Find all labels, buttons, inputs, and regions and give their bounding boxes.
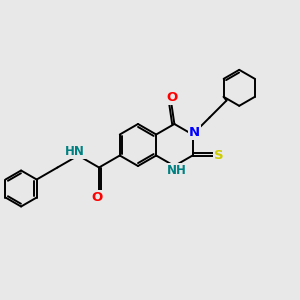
- Text: N: N: [189, 126, 200, 139]
- Text: HN: HN: [65, 145, 85, 158]
- Text: S: S: [214, 149, 224, 162]
- Text: O: O: [167, 91, 178, 104]
- Text: O: O: [92, 191, 103, 204]
- Text: NH: NH: [167, 164, 186, 176]
